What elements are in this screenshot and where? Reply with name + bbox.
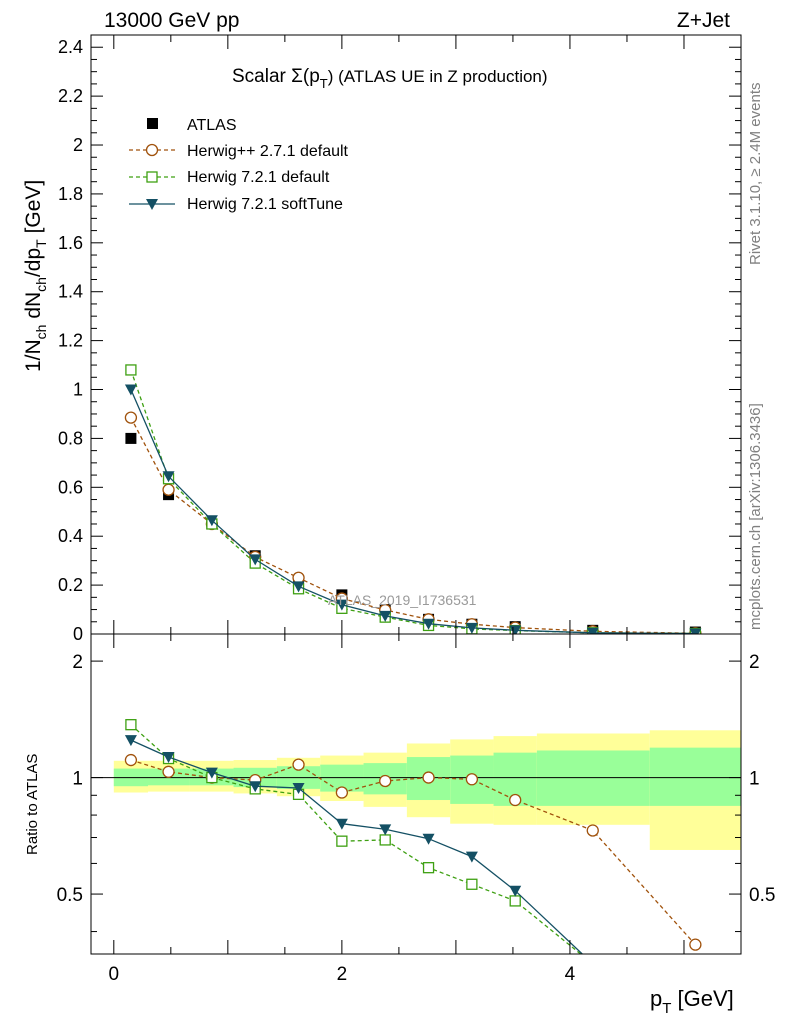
ratio-point [379,824,392,836]
ratio-point [587,959,599,970]
chart-title-sub: T [320,76,328,91]
ratio-series-line [130,759,696,946]
chart-title-rest: ) (ATLAS UE in Z production) [328,67,548,86]
ratio-y-tick-label-right: 0.5 [749,885,775,906]
main-point [205,515,218,527]
x-tick-label: 0 [109,964,120,985]
main-point [509,625,522,634]
main-point [379,610,392,622]
y-tick-label: 1.6 [58,233,83,253]
ratio-plot-frame [90,633,742,955]
ratio-point [124,753,138,767]
ratio-point [422,833,435,845]
y-tick-label: 2.2 [58,86,83,106]
main-point [689,628,702,634]
ratio-point [205,767,218,779]
ratio-point [249,781,262,793]
ratio-point [689,938,702,951]
main-point [422,618,435,630]
ratio-point [379,834,391,846]
legend-marker-herwig721 [146,171,158,183]
ratio-point [509,895,521,907]
y-tick-label: 0.2 [58,575,83,595]
x-axis-label-sub: T [662,1000,671,1017]
main-point [465,622,478,634]
ratio-point [335,786,349,799]
main-point [249,554,262,566]
y-tick-label: 0 [73,624,83,644]
legend-label-herwigpp: Herwig++ 2.7.1 default [187,143,349,160]
main-point [125,364,137,376]
y-tick-label: 1 [73,380,83,400]
legend-label-atlas: ATLAS [187,117,237,134]
main-point [125,432,137,444]
ratio-point [336,835,348,847]
ratio-point [586,824,599,837]
ratio-y-tick-label-right: 2 [749,652,760,673]
x-axis-label: pT [GeV] [650,986,734,1017]
legend-label-softtune: Herwig 7.2.1 softTune [187,196,343,213]
main-point [335,599,348,611]
ratio-y-tick-label: 0.5 [57,885,83,906]
ratio-y-tick-label: 1 [72,769,83,790]
legend-marker-softtune [146,199,158,210]
y-tick-label: 0.6 [58,477,83,497]
ratio-point [509,793,522,807]
ratio-point [466,878,478,890]
band-inner-bin [649,747,741,806]
x-tick-label: 2 [337,964,348,985]
main-point [124,384,137,396]
main-point [292,581,305,593]
y-tick-label: 0.8 [58,428,83,448]
ratio-point [379,774,392,788]
ratio-point [465,773,479,786]
x-axis-label-rest: [GeV] [671,986,733,1011]
legend-marker-atlas [147,118,158,129]
legend: ATLAS Herwig++ 2.7.1 default Herwig 7.2.… [129,117,349,213]
ratio-point [162,752,175,764]
main-point [162,471,175,483]
ratio-point [465,851,478,863]
x-axis-label-main: p [650,986,662,1011]
ratio-point [422,862,435,874]
x-tick-label: 4 [565,964,576,985]
ratio-y-tick-label-right: 1 [749,769,760,790]
ratio-point [125,719,137,731]
main-point [162,483,175,496]
mcplots-label: mcplots.cern.ch [arXiv:1306.3436] [747,403,764,630]
header-left: 13000 GeV pp [104,9,239,32]
y-tick-label: 0.4 [58,526,83,546]
main-point [586,627,599,634]
main-series-line [130,417,696,634]
ratio-point [588,959,598,969]
ratio-y-tick-label: 2 [72,652,83,673]
ratio-point [335,818,348,830]
ratio-point [162,765,175,778]
y-axis-label: 1/Nch dNch/dpT [GeV] [22,180,49,372]
ratio-point [509,885,522,897]
legend-marker-herwigpp [145,143,159,157]
band-inner-bin [536,750,650,806]
ratio-point [422,771,435,784]
chart-title-main: Scalar Σ(p [232,66,320,87]
rivet-label: Rivet 3.1.10, ≥ 2.4M events [747,83,764,266]
y-tick-label: 1.4 [58,282,83,302]
ratio-series-line [130,739,584,954]
ratio-y-axis-label: Ratio to ATLAS [24,754,41,855]
legend-label-herwig721: Herwig 7.2.1 default [187,169,330,186]
y-tick-label: 2 [73,135,83,155]
ratio-point [292,782,305,794]
y-tick-label: 1.2 [58,331,83,351]
chart-title: Scalar Σ(pT) (ATLAS UE in Z production) [232,66,548,91]
main-point [124,411,138,424]
ratio-point [124,735,137,747]
y-tick-label: 1.8 [58,184,83,204]
analysis-watermark: ATLAS_2019_I1736531 [328,592,477,608]
header-right: Z+Jet [677,9,730,32]
y-tick-label: 2.4 [58,37,83,57]
main-series-line [130,389,696,634]
ratio-point [292,758,305,771]
